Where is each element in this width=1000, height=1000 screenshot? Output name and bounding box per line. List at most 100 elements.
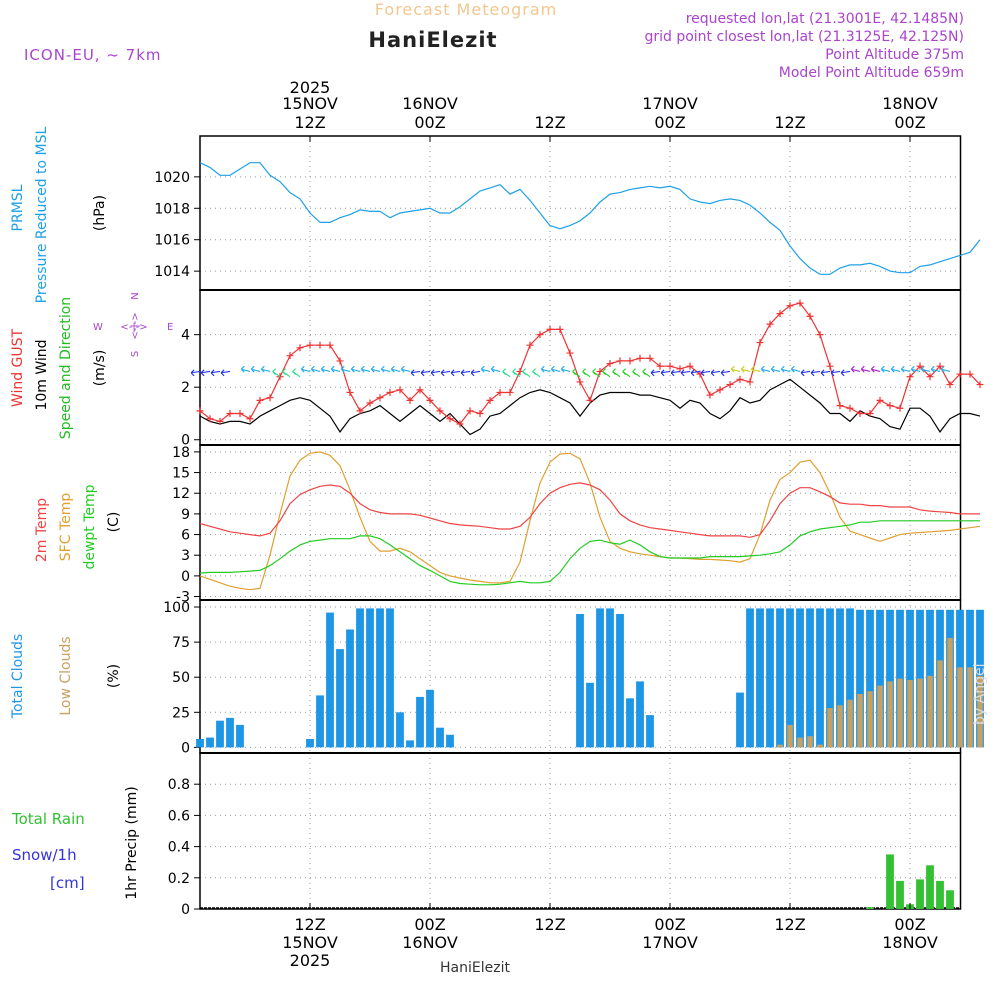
low-cloud-bar <box>917 678 923 748</box>
direction-arrow <box>710 369 721 377</box>
direction-arrow <box>572 368 581 378</box>
low-cloud-bar <box>957 667 963 748</box>
gust-marker <box>516 367 524 375</box>
gust-marker <box>726 381 734 389</box>
total-cloud-bar <box>236 724 244 748</box>
gust-marker <box>386 388 394 396</box>
total-cloud-bar <box>216 720 224 748</box>
direction-arrow <box>690 369 701 377</box>
total-cloud-bar <box>636 681 644 748</box>
gust-marker <box>896 404 904 412</box>
location-name: HaniElezit <box>368 28 497 52</box>
low-clouds-label: Low Clouds <box>58 636 74 715</box>
total-cloud-bar <box>206 737 214 748</box>
gust-marker <box>966 370 974 378</box>
gust-marker <box>836 402 844 410</box>
bottom-time-label: 12Z <box>294 915 325 934</box>
gust-marker <box>656 362 664 370</box>
gust-marker <box>916 362 924 370</box>
direction-arrow <box>680 369 691 377</box>
gust-marker <box>756 339 764 347</box>
gust-marker <box>306 341 314 349</box>
top-time-label: 16NOV <box>402 94 458 113</box>
bottom-time-label: 16NOV <box>402 933 458 952</box>
total-cloud-bar <box>816 608 824 748</box>
low-cloud-bar <box>897 678 903 748</box>
total-cloud-bar <box>376 608 384 748</box>
gust-marker <box>586 396 594 404</box>
direction-arrow <box>780 365 791 373</box>
low-cloud-bar <box>857 694 863 748</box>
ytick-label: 12 <box>172 486 190 502</box>
low-cloud-bar <box>907 680 913 748</box>
panel-temperature: -3 0 3 6 9 12 15 18 <box>172 444 962 606</box>
total-cloud-bar <box>606 608 614 748</box>
rain-bar <box>896 880 904 909</box>
gridpoint-coords: grid point closest lon,lat (21.3125E, 42… <box>644 29 964 45</box>
gust-marker <box>456 420 464 428</box>
direction-arrow <box>260 365 271 373</box>
total-cloud-bar <box>886 609 894 748</box>
gust-marker <box>616 357 624 365</box>
panel-pressure: 1014 1016 1018 1020 <box>154 135 962 291</box>
direction-arrow <box>282 368 291 378</box>
ytick-label: 0.2 <box>168 871 190 887</box>
total-cloud-bar <box>396 712 404 748</box>
gust-marker <box>526 341 534 349</box>
total-cloud-bar <box>436 727 444 748</box>
low-cloud-bar <box>777 744 783 748</box>
compass-n: N <box>130 292 141 299</box>
ytick-label: 0 <box>181 569 190 585</box>
total-cloud-bar <box>876 609 884 748</box>
bottom-time-label: 2025 <box>290 951 331 970</box>
bottom-time-label: 17NOV <box>642 933 698 952</box>
gust-marker <box>216 417 224 425</box>
top-time-label: 00Z <box>654 113 685 132</box>
direction-arrow <box>910 365 921 373</box>
direction-arrow <box>900 365 911 373</box>
direction-arrow <box>602 368 611 378</box>
total-clouds-label: Total Clouds <box>10 634 26 719</box>
rain-bar <box>936 880 944 909</box>
direction-arrows <box>190 365 951 378</box>
low-cloud-bar <box>927 675 933 748</box>
compass-horizontal: <-|-> <box>120 322 147 333</box>
gust-marker <box>496 388 504 396</box>
gust-marker <box>776 310 784 318</box>
direction-arrow <box>800 369 811 377</box>
footer-location: HaniElezit <box>440 960 510 976</box>
clouds-unit: (%) <box>106 664 122 688</box>
gust-marker <box>676 365 684 373</box>
ytick-label: -3 <box>176 590 190 606</box>
dewpoint-line <box>199 520 980 586</box>
gust-marker <box>416 386 424 394</box>
direction-arrow <box>300 365 311 373</box>
direction-arrow <box>470 369 481 377</box>
gust-marker <box>406 396 414 404</box>
gust-marker <box>436 407 444 415</box>
gust-marker <box>746 378 754 386</box>
direction-arrow <box>940 365 951 373</box>
top-time-label: 00Z <box>894 113 925 132</box>
gust-marker <box>886 402 894 410</box>
gust-marker <box>266 394 274 402</box>
sfc-temp-line <box>199 451 981 591</box>
sfc-temp-label: SFC Temp <box>58 493 74 562</box>
total-cloud-bar <box>426 689 434 748</box>
direction-arrow <box>920 365 931 373</box>
ytick-label: 1018 <box>154 201 190 217</box>
gust-marker <box>596 367 604 375</box>
gust-marker <box>246 415 254 423</box>
total-cloud-bar <box>836 608 844 748</box>
direction-arrow <box>850 365 861 373</box>
direction-arrow <box>870 365 881 373</box>
total-cloud-bar <box>826 608 834 748</box>
total-cloud-bar <box>616 614 624 748</box>
ytick-label: 50 <box>172 670 190 686</box>
ytick-label: 1016 <box>154 233 190 249</box>
direction-arrow <box>592 368 601 378</box>
model-label: ICON-EU, ~ 7km <box>24 46 162 64</box>
rain-bar <box>946 890 954 909</box>
total-cloud-bar <box>316 695 324 748</box>
